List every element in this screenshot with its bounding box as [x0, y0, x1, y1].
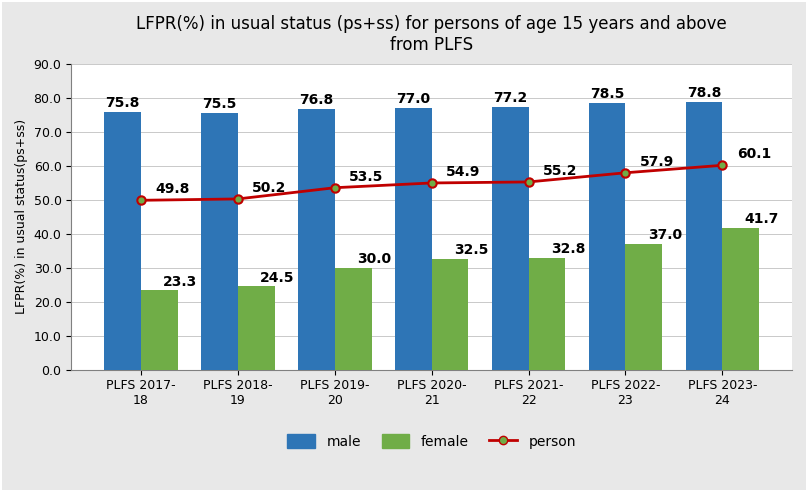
Text: 50.2: 50.2	[253, 181, 286, 195]
Text: 78.8: 78.8	[687, 86, 721, 100]
Bar	[238, 286, 274, 370]
Bar	[298, 109, 335, 370]
person	[621, 170, 630, 176]
Text: 53.5: 53.5	[349, 170, 383, 184]
Bar	[722, 228, 759, 370]
Bar	[686, 102, 722, 370]
Text: 77.2: 77.2	[493, 91, 527, 105]
Text: 23.3: 23.3	[163, 274, 198, 289]
Bar	[335, 268, 371, 370]
Bar	[201, 113, 238, 370]
Bar	[104, 112, 141, 370]
Legend: male, female, person: male, female, person	[282, 429, 581, 454]
Bar	[588, 103, 625, 370]
person	[427, 180, 437, 186]
Bar	[395, 108, 432, 370]
Text: 76.8: 76.8	[299, 92, 333, 107]
Text: 75.8: 75.8	[105, 96, 140, 110]
Title: LFPR(%) in usual status (ps+ss) for persons of age 15 years and above
from PLFS: LFPR(%) in usual status (ps+ss) for pers…	[136, 15, 727, 54]
person	[136, 197, 146, 203]
Text: 41.7: 41.7	[745, 212, 779, 226]
Bar	[432, 259, 469, 370]
Text: 24.5: 24.5	[260, 271, 295, 285]
Text: 60.1: 60.1	[737, 147, 771, 161]
Line: person: person	[136, 161, 726, 204]
Text: 54.9: 54.9	[446, 165, 480, 179]
person	[330, 185, 340, 191]
Text: 37.0: 37.0	[648, 228, 682, 242]
Text: 75.5: 75.5	[203, 97, 236, 111]
Text: 78.5: 78.5	[590, 87, 625, 101]
Text: 77.0: 77.0	[396, 92, 430, 106]
Bar	[529, 258, 566, 370]
Y-axis label: LFPR(%) in usual status(ps+ss): LFPR(%) in usual status(ps+ss)	[15, 119, 28, 314]
Text: 55.2: 55.2	[543, 164, 578, 178]
Text: 32.8: 32.8	[551, 243, 585, 256]
Text: 49.8: 49.8	[156, 182, 190, 196]
Bar	[491, 107, 529, 370]
Bar	[141, 290, 178, 370]
person	[524, 179, 533, 185]
Text: 57.9: 57.9	[640, 155, 675, 169]
person	[233, 196, 243, 202]
Text: 30.0: 30.0	[357, 252, 391, 266]
Text: 32.5: 32.5	[454, 244, 488, 257]
Bar	[625, 244, 663, 370]
person	[717, 163, 727, 168]
